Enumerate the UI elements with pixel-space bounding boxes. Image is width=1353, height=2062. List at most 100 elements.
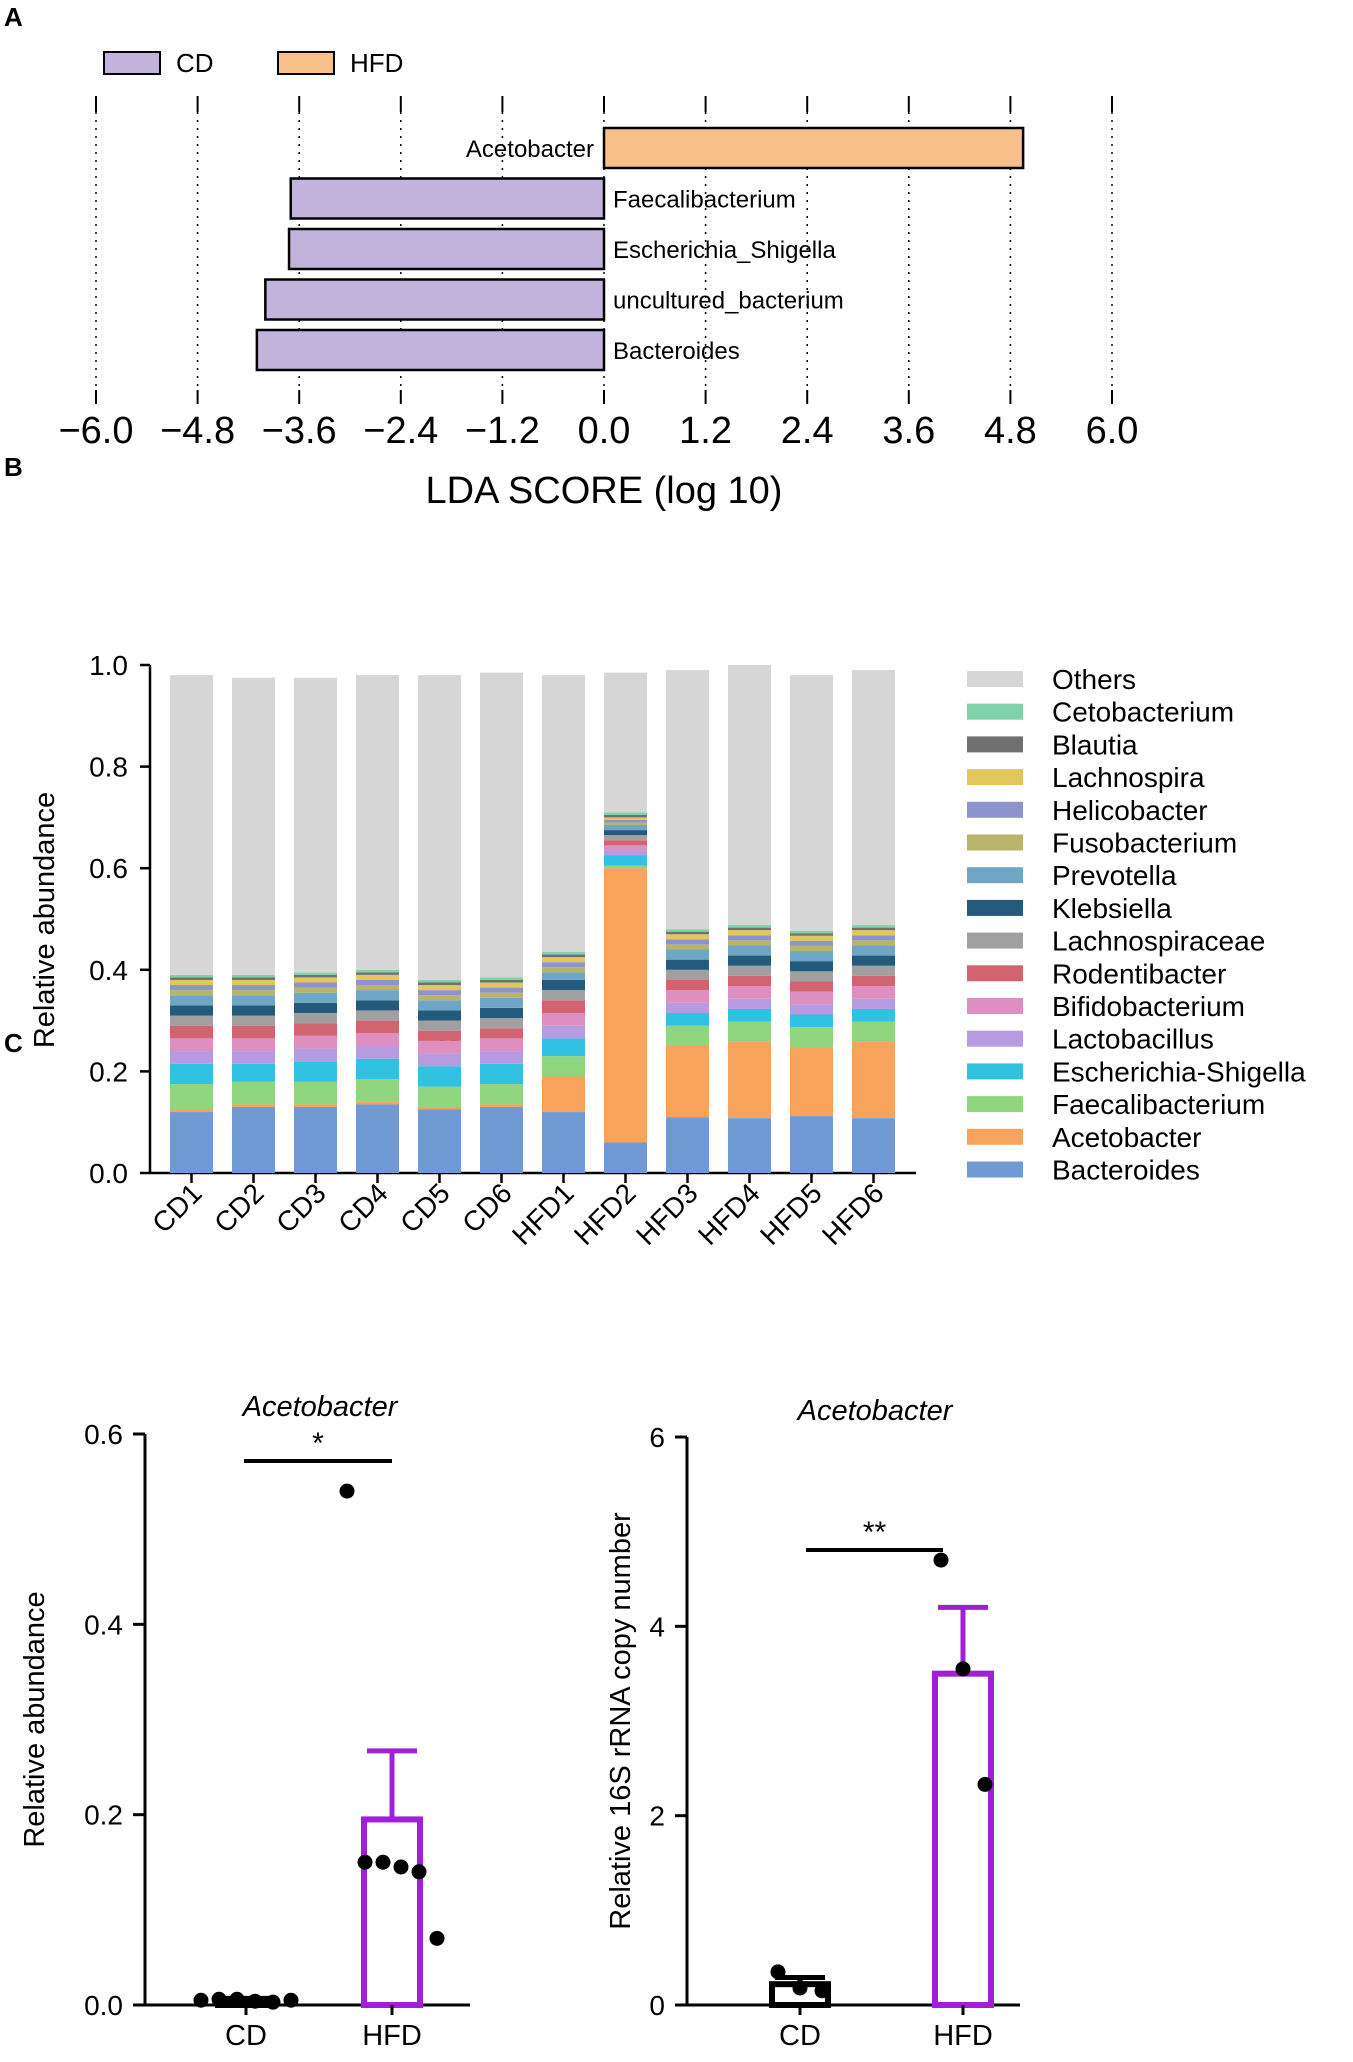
stack-segment-lactobacillus [294, 1048, 337, 1062]
legend-swatch-rodentibacter [967, 965, 1023, 982]
stack-segment-prevotella [790, 951, 833, 962]
stack-segment-klebsiella [604, 830, 647, 836]
bar-label-bacteroides: Bacteroides [613, 338, 740, 365]
stack-segment-cetobacterium [542, 952, 585, 955]
x-tick-label: −4.8 [160, 410, 235, 452]
stack-segment-helicobacter [294, 982, 337, 988]
stack-segment-bifidobacterium [604, 845, 647, 851]
y-axis-label: Relative abundance [19, 1591, 51, 1847]
stack-segment-acetobacter [418, 1106, 461, 1110]
stack-segment-faecalibacterium [418, 1086, 461, 1107]
stack-segment-lachnospira [542, 957, 585, 963]
plot-title: Acetobacter [796, 1395, 954, 1427]
stack-segment-lactobacillus [604, 850, 647, 856]
stack-segment-bacteroides [356, 1104, 399, 1173]
stack-segment-prevotella [604, 825, 647, 831]
stack-segment-helicobacter [232, 985, 275, 991]
stack-segment-cetobacterium [232, 974, 275, 978]
stack-segment-fusobacterium [294, 987, 337, 993]
stack-segment-acetobacter [790, 1047, 833, 1117]
stack-segment-bifidobacterium [294, 1035, 337, 1049]
stack-segment-escherichia-shigella [604, 855, 647, 866]
legend-swatch-acetobacter [967, 1128, 1023, 1145]
stack-segment-fusobacterium [852, 940, 895, 946]
y-tick-label: 0 [649, 1990, 665, 2021]
legend-swatch-lactobacillus [967, 1030, 1023, 1047]
x-tick-label: 6.0 [1086, 410, 1139, 452]
stack-segment-faecalibacterium [852, 1021, 895, 1042]
stack-segment-lachnospira [232, 979, 275, 986]
panel-label-c: C [4, 1028, 23, 1058]
stack-segment-lachnospira [294, 977, 337, 983]
stack-segment-cetobacterium [852, 925, 895, 928]
stack-segment-acetobacter [728, 1041, 771, 1119]
legend-label-lachnospira: Lachnospira [1052, 762, 1205, 793]
legend-label-helicobacter: Helicobacter [1052, 795, 1208, 826]
stack-segment-fusobacterium [418, 995, 461, 1001]
y-tick-label: 6 [649, 1422, 665, 1453]
y-tick-label: 0.2 [84, 1800, 123, 1831]
stack-segment-bifidobacterium [232, 1038, 275, 1052]
stack-segment-lachnospira [790, 935, 833, 941]
stack-segment-klebsiella [480, 1007, 523, 1019]
x-tick-label: HFD5 [754, 1177, 828, 1251]
stack-segment-prevotella [480, 997, 523, 1008]
lda-bar-faecalibacterium [289, 177, 606, 220]
x-tick-label-cd: CD [225, 2020, 267, 2052]
stack-segment-prevotella [728, 945, 771, 956]
x-tick-label: HFD3 [630, 1177, 704, 1251]
x-tick-label: 3.6 [882, 410, 935, 452]
y-tick-label: 0.8 [89, 752, 128, 783]
y-tick-label: 0.0 [84, 1990, 123, 2021]
stack-segment-bifidobacterium [356, 1033, 399, 1046]
legend-swatch-cetobacterium [967, 703, 1023, 720]
data-point-cd [265, 1994, 281, 2010]
stack-segment-fusobacterium [666, 944, 709, 950]
stack-segment-acetobacter [170, 1109, 213, 1113]
stack-segment-lachnospira [728, 930, 771, 936]
stack-segment-blautia [604, 814, 647, 818]
legend-label-fusobacterium: Fusobacterium [1052, 828, 1237, 859]
stack-segment-fusobacterium [542, 967, 585, 973]
stack-segment-others [852, 670, 895, 926]
stack-segment-bacteroides [728, 1118, 771, 1173]
stack-segment-lachnospiraceae [480, 1018, 523, 1029]
stack-segment-lachnospira [604, 817, 647, 820]
stack-segment-acetobacter [542, 1076, 585, 1113]
stack-segment-klebsiella [728, 955, 771, 966]
data-point-hfd [977, 1776, 993, 1792]
data-point-hfd [375, 1854, 391, 1870]
stack-segment-fusobacterium [728, 940, 771, 946]
legend-swatch-hfd [277, 51, 335, 75]
stack-segment-bifidobacterium [542, 1012, 585, 1026]
legend-label-blautia: Blautia [1052, 729, 1138, 760]
stack-segment-klebsiella [852, 955, 895, 966]
stack-segment-escherichia-shigella [542, 1038, 585, 1057]
stack-segment-escherichia-shigella [728, 1008, 771, 1022]
legend-label-acetobacter: Acetobacter [1052, 1122, 1201, 1153]
legend-label-faecalibacterium: Faecalibacterium [1052, 1089, 1265, 1120]
legend-swatch-escherichia-shigella [967, 1063, 1023, 1080]
data-point-hfd [411, 1864, 427, 1880]
stack-segment-rodentibacter [666, 979, 709, 991]
stack-segment-helicobacter [790, 940, 833, 946]
y-tick-label: 2 [649, 1801, 665, 1832]
stack-segment-fusobacterium [170, 990, 213, 996]
stack-segment-faecalibacterium [542, 1056, 585, 1077]
legend-swatch-klebsiella [967, 899, 1023, 916]
significance-marker: ** [863, 1516, 887, 1549]
stack-segment-klebsiella [666, 959, 709, 970]
stack-segment-lactobacillus [852, 998, 895, 1009]
x-tick-label: CD4 [332, 1177, 394, 1239]
stack-segment-helicobacter [666, 939, 709, 945]
x-tick-label: CD5 [394, 1177, 456, 1239]
stack-segment-others [232, 677, 275, 975]
stack-segment-lachnospiraceae [852, 965, 895, 976]
legend-swatch-others [967, 671, 1023, 687]
stack-segment-others [666, 670, 709, 930]
y-tick-label: 0.4 [84, 1609, 123, 1640]
stack-segment-bifidobacterium [418, 1040, 461, 1054]
x-tick-label: HFD4 [692, 1177, 766, 1251]
stack-segment-lachnospira [418, 985, 461, 991]
x-axis-label: LDA SCORE (log 10) [426, 470, 783, 512]
